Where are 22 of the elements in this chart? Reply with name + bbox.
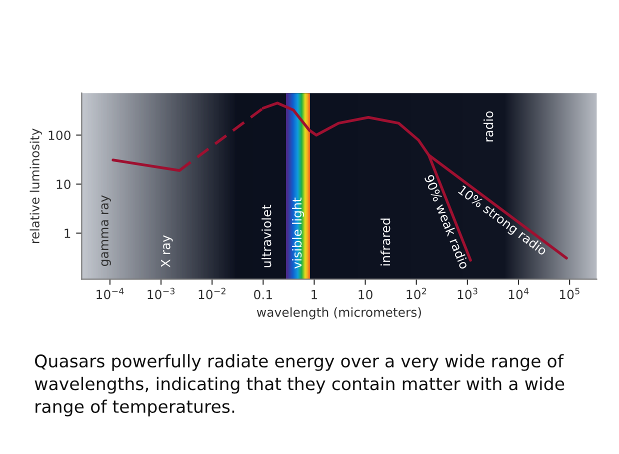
annotation: infrared: [380, 218, 390, 266]
x-tick-label: 10$^{3}$: [458, 288, 478, 300]
x-axis-title: wavelength (micrometers): [256, 307, 421, 320]
x-tick-label: 10$^{−4}$: [96, 288, 124, 300]
band-label: visible light: [292, 198, 304, 269]
annotation: X ray: [161, 235, 173, 268]
annotation: ultraviolet: [262, 204, 272, 268]
y-axis-title: relative luminosity: [30, 128, 42, 244]
annotation: radio: [484, 111, 494, 142]
x-tick-label: 0.1: [254, 290, 272, 300]
y-tick-label: 10: [56, 180, 70, 190]
y-tick-label: 1: [64, 228, 70, 238]
x-tick-label: 10$^{5}$: [560, 288, 580, 300]
x-tick-label: 10$^{−3}$: [148, 288, 175, 300]
x-tick-label: 10$^{2}$: [406, 288, 426, 300]
x-tick-label: 10$^{4}$: [508, 288, 529, 300]
x-tick-label: 10$^{−2}$: [198, 288, 226, 300]
text: Quasars powerfully radiate energy over a very wide range of wavelengths, indicating that they contain matter with a wide range of temperatures.: [34, 354, 564, 416]
x-tick-label: 10: [358, 290, 372, 300]
x-tick-label: 1: [312, 290, 318, 300]
annotation: gamma ray: [101, 195, 111, 266]
y-tick-label: 100: [48, 130, 70, 140]
